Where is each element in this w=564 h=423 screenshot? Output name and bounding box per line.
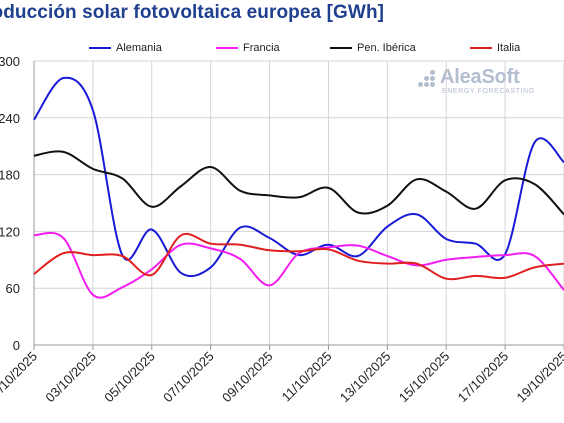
series-line-alemania	[33, 76, 564, 278]
y-tick-label: 240	[0, 111, 20, 126]
series-lines	[33, 76, 564, 299]
logo-name: AleaSoft	[440, 66, 520, 88]
legend-swatch	[216, 47, 238, 49]
y-tick-label: 120	[0, 224, 20, 239]
axes	[33, 61, 564, 350]
y-tick-labels: 0 60 120 180 240 300	[0, 54, 20, 353]
x-tick-label: 11/10/2025	[279, 349, 335, 405]
x-tick-labels: /10/2025 03/10/2025 05/10/2025 07/10/2025 09…	[0, 349, 564, 406]
y-tick-label: 300	[0, 54, 20, 69]
legend-item-pen-iberica: Pen. Ibérica	[330, 40, 416, 56]
series-line-francia	[33, 231, 564, 299]
logo-subtitle: ENERGY FORECASTING	[442, 88, 535, 95]
x-tick-label: 13/10/2025	[337, 349, 394, 406]
legend: Alemania Francia Pen. Ibérica Italia	[0, 40, 564, 56]
x-tick-label: 07/10/2025	[160, 349, 217, 406]
aleasoft-logo: AleaSoft ENERGY FORECASTING	[416, 66, 546, 100]
legend-swatch	[89, 47, 111, 49]
x-tick-label: 09/10/2025	[219, 349, 276, 406]
x-tick-label: 15/10/2025	[396, 349, 453, 406]
x-tick-label: 03/10/2025	[42, 349, 99, 406]
legend-label: Francia	[243, 42, 280, 54]
y-tick-label: 60	[6, 281, 20, 296]
series-line-italia	[33, 233, 564, 281]
x-tick-label: 05/10/2025	[101, 349, 158, 406]
logo-dots-icon	[418, 70, 438, 88]
x-tick-label: /10/2025	[0, 349, 40, 395]
legend-swatch	[330, 47, 352, 49]
legend-label: Italia	[497, 42, 521, 54]
y-tick-label: 0	[13, 338, 20, 353]
x-tick-label: 17/10/2025	[455, 349, 512, 406]
legend-label: Pen. Ibérica	[357, 42, 416, 54]
chart-title: roducción solar fotovoltaica europea [GW…	[0, 2, 385, 23]
legend-swatch	[470, 47, 492, 49]
legend-item-alemania: Alemania	[89, 40, 162, 56]
legend-item-francia: Francia	[216, 40, 280, 56]
legend-item-italia: Italia	[470, 40, 520, 56]
y-tick-label: 180	[0, 168, 20, 183]
series-line-pen-iberica	[33, 150, 564, 216]
x-tick-label: 19/10/2025	[513, 349, 564, 406]
legend-label: Alemania	[116, 42, 162, 54]
